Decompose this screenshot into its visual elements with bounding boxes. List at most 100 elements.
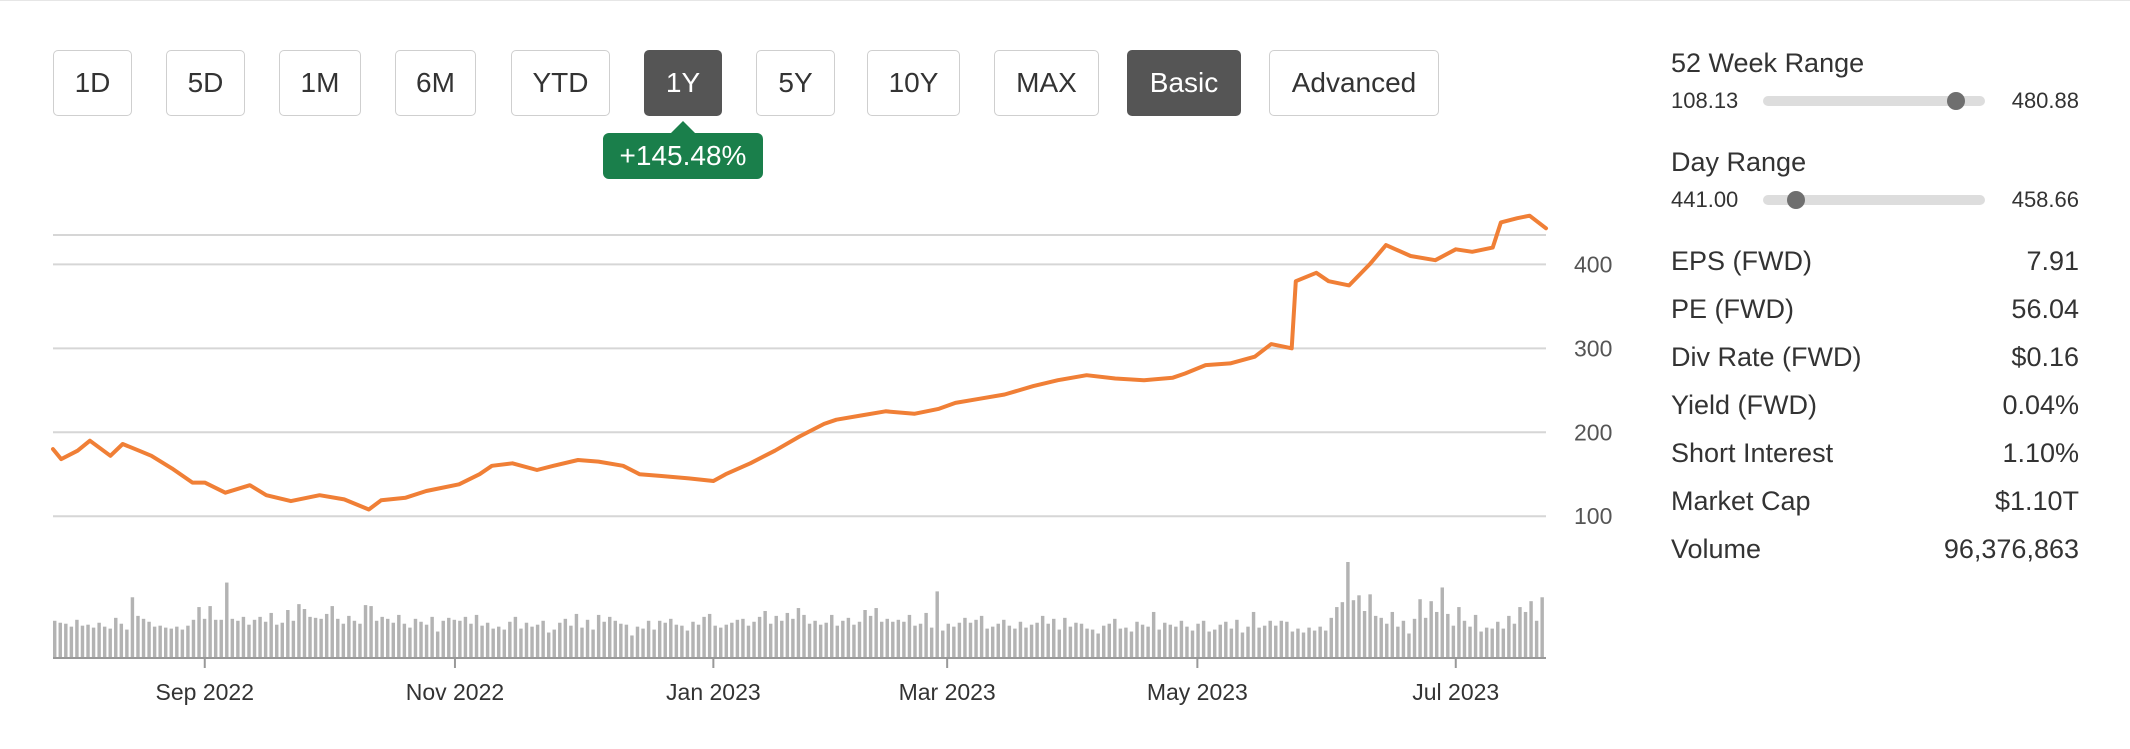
- stat-label: Short Interest: [1671, 438, 1834, 468]
- advanced-mode-button[interactable]: Advanced: [1269, 50, 1439, 116]
- volume-bar: [719, 627, 723, 658]
- volume-bar: [1090, 629, 1095, 658]
- grid-lines: [53, 234, 1546, 518]
- volume-bar: [391, 622, 395, 658]
- volume-bar: [1007, 625, 1012, 658]
- tab-1m[interactable]: 1M: [279, 50, 361, 116]
- volume-bar: [1207, 631, 1211, 658]
- x-tick-label: Jan 2023: [666, 679, 761, 705]
- volume-bar: [347, 615, 351, 658]
- volume-bar: [1473, 614, 1478, 658]
- volume-bar: [419, 621, 423, 658]
- volume-bar: [879, 621, 884, 658]
- volume-bar: [152, 626, 157, 658]
- volume-bar: [1462, 620, 1467, 658]
- volume-bar: [1429, 601, 1433, 658]
- volume-bar: [857, 621, 862, 658]
- volume-bar: [313, 617, 318, 658]
- volume-bar: [957, 622, 962, 658]
- tab-1y[interactable]: 1Y: [644, 50, 722, 116]
- volume-bar: [86, 624, 90, 658]
- volume-bar: [1057, 629, 1062, 658]
- volume-bar: [64, 623, 68, 658]
- tab-ytd[interactable]: YTD: [511, 50, 610, 116]
- volume-bar: [585, 619, 590, 658]
- volume-bar: [707, 613, 712, 658]
- volume-bar: [530, 626, 534, 658]
- volume-bar: [1512, 623, 1517, 658]
- tab-6m[interactable]: 6M: [395, 50, 476, 116]
- volume-bar: [1251, 611, 1256, 658]
- volume-bar: [852, 624, 856, 658]
- volume-bar: [330, 606, 334, 658]
- volume-bar: [141, 618, 146, 658]
- volume-bar: [646, 620, 651, 658]
- volume-bar: [452, 619, 457, 658]
- volume-bar: [102, 626, 107, 658]
- volume-bar: [352, 620, 357, 658]
- volume-bar: [602, 621, 606, 658]
- volume-bar: [1307, 627, 1311, 658]
- volume-bar: [1063, 617, 1067, 658]
- volume-bar: [1101, 625, 1106, 658]
- volume-bar: [263, 621, 268, 658]
- volume-bar: [1496, 621, 1500, 658]
- volume-bar: [485, 622, 490, 658]
- volume-bar: [1118, 628, 1123, 658]
- volume-bar: [114, 617, 118, 658]
- volume-bar: [280, 622, 284, 658]
- volume-bar: [846, 617, 851, 658]
- volume-bar: [791, 618, 795, 658]
- volume-bar: [952, 626, 956, 658]
- volume-bar: [580, 627, 584, 658]
- volume-bar: [258, 616, 262, 658]
- tab-1d[interactable]: 1D: [53, 50, 132, 116]
- volume-bar: [685, 630, 690, 658]
- volume-bar: [1368, 594, 1372, 658]
- volume-bar: [624, 624, 629, 658]
- tab-max[interactable]: MAX: [994, 50, 1099, 116]
- volume-bar: [208, 606, 212, 658]
- week52-range-title: 52 Week Range: [1671, 48, 1865, 78]
- volume-bar: [374, 620, 379, 658]
- volume-bar: [796, 608, 801, 658]
- volume-bar: [619, 623, 623, 658]
- volume-bar: [136, 615, 140, 658]
- volume-bar: [768, 623, 773, 658]
- tab-5d[interactable]: 5D: [166, 50, 245, 116]
- volume-bar: [197, 607, 201, 658]
- basic-mode-button[interactable]: Basic: [1127, 50, 1241, 116]
- volume-bar: [524, 622, 529, 658]
- day-range-track: [1763, 191, 1985, 209]
- week52-range-marker: [1947, 92, 1966, 110]
- volume-bar: [230, 618, 235, 658]
- volume-bar: [1040, 615, 1045, 658]
- volume-bar: [913, 625, 917, 658]
- volume-bar: [730, 622, 734, 658]
- volume-bar: [147, 621, 151, 658]
- volume-bar: [996, 623, 1000, 658]
- volume-bar: [1435, 611, 1439, 658]
- volume-bar: [302, 609, 307, 658]
- volume-bar: [541, 620, 545, 658]
- volume-bar: [696, 624, 701, 658]
- volume-bar: [119, 623, 124, 658]
- volume-bar: [269, 612, 273, 658]
- volume-bar: [841, 620, 845, 658]
- volume-bar: [818, 624, 823, 658]
- x-axis: Sep 2022 Nov 2022 Jan 2023 Mar 2023 May 2023…: [53, 657, 1546, 705]
- day-range-marker: [1787, 191, 1806, 209]
- volume-bar: [752, 621, 756, 658]
- tab-5y[interactable]: 5Y: [756, 50, 835, 116]
- volume-bar: [513, 616, 518, 658]
- volume-bar: [1224, 621, 1228, 658]
- x-tick-label: Jul 2023: [1412, 679, 1499, 705]
- volume-bar: [569, 625, 573, 658]
- stat-value: 96,376,863: [1943, 534, 2079, 564]
- volume-bar: [247, 624, 251, 658]
- tab-10y[interactable]: 10Y: [867, 50, 960, 116]
- y-tick-label: 400: [1574, 251, 1612, 277]
- volume-bar: [979, 615, 984, 658]
- volume-bar: [380, 616, 384, 658]
- volume-bar: [1351, 600, 1356, 658]
